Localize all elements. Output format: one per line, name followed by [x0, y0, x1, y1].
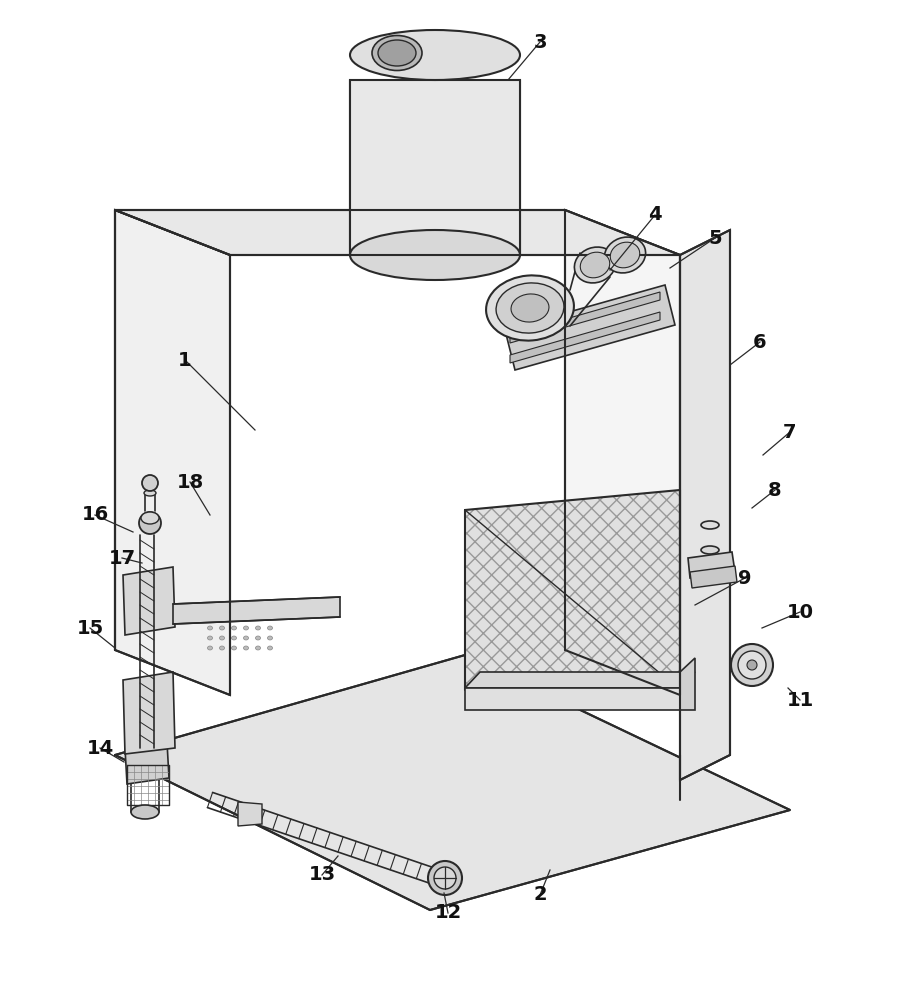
Text: 12: 12 — [434, 904, 461, 922]
Ellipse shape — [268, 636, 272, 640]
Text: 3: 3 — [533, 32, 547, 51]
Ellipse shape — [496, 283, 564, 333]
Ellipse shape — [139, 512, 161, 534]
Text: 2: 2 — [533, 886, 547, 904]
Ellipse shape — [372, 35, 422, 70]
Ellipse shape — [243, 626, 249, 630]
Ellipse shape — [207, 636, 213, 640]
Polygon shape — [690, 566, 737, 588]
Ellipse shape — [256, 626, 260, 630]
Ellipse shape — [731, 644, 773, 686]
Polygon shape — [510, 312, 660, 363]
Polygon shape — [510, 292, 660, 343]
Ellipse shape — [141, 512, 159, 524]
Text: 10: 10 — [787, 602, 814, 621]
Polygon shape — [173, 597, 340, 624]
Polygon shape — [565, 210, 680, 695]
Text: 1: 1 — [178, 351, 192, 369]
Ellipse shape — [142, 475, 158, 491]
Ellipse shape — [268, 646, 272, 650]
Polygon shape — [350, 80, 520, 255]
Ellipse shape — [701, 521, 719, 529]
Text: 5: 5 — [708, 229, 722, 247]
Text: 13: 13 — [308, 865, 335, 884]
Ellipse shape — [747, 660, 757, 670]
Ellipse shape — [428, 861, 462, 895]
Polygon shape — [465, 490, 680, 690]
Polygon shape — [688, 552, 735, 578]
Ellipse shape — [738, 651, 766, 679]
Text: 4: 4 — [648, 206, 662, 225]
Ellipse shape — [610, 242, 640, 268]
Polygon shape — [123, 567, 175, 635]
Text: 7: 7 — [783, 422, 796, 442]
Polygon shape — [115, 210, 230, 695]
Polygon shape — [465, 672, 695, 688]
Ellipse shape — [580, 252, 610, 278]
Ellipse shape — [220, 636, 224, 640]
Polygon shape — [123, 672, 175, 754]
Ellipse shape — [268, 626, 272, 630]
Ellipse shape — [701, 546, 719, 554]
Text: 16: 16 — [81, 506, 109, 524]
Ellipse shape — [350, 230, 520, 280]
Text: 11: 11 — [787, 690, 814, 710]
Ellipse shape — [434, 867, 456, 889]
Polygon shape — [115, 210, 680, 255]
Polygon shape — [505, 285, 675, 370]
Ellipse shape — [232, 626, 236, 630]
Ellipse shape — [243, 646, 249, 650]
Ellipse shape — [378, 40, 416, 66]
Ellipse shape — [220, 646, 224, 650]
Polygon shape — [465, 688, 680, 710]
Ellipse shape — [256, 636, 260, 640]
Text: 6: 6 — [753, 332, 767, 352]
Ellipse shape — [232, 646, 236, 650]
Polygon shape — [115, 655, 790, 910]
Ellipse shape — [131, 805, 159, 819]
Ellipse shape — [350, 30, 520, 80]
Text: 17: 17 — [108, 548, 135, 568]
Ellipse shape — [256, 646, 260, 650]
Ellipse shape — [511, 294, 549, 322]
Ellipse shape — [605, 237, 646, 273]
Text: 8: 8 — [769, 481, 782, 499]
Text: 18: 18 — [177, 473, 204, 491]
Polygon shape — [680, 658, 695, 710]
Polygon shape — [238, 802, 262, 826]
Ellipse shape — [232, 636, 236, 640]
Polygon shape — [465, 490, 680, 690]
Ellipse shape — [207, 626, 213, 630]
Text: 14: 14 — [86, 738, 114, 758]
Polygon shape — [680, 230, 730, 780]
Ellipse shape — [144, 490, 156, 496]
Ellipse shape — [207, 646, 213, 650]
Ellipse shape — [486, 275, 574, 341]
Ellipse shape — [574, 247, 615, 283]
Text: 15: 15 — [77, 618, 104, 638]
Polygon shape — [125, 742, 169, 784]
Ellipse shape — [220, 626, 224, 630]
Ellipse shape — [243, 636, 249, 640]
Text: 9: 9 — [738, 568, 751, 587]
